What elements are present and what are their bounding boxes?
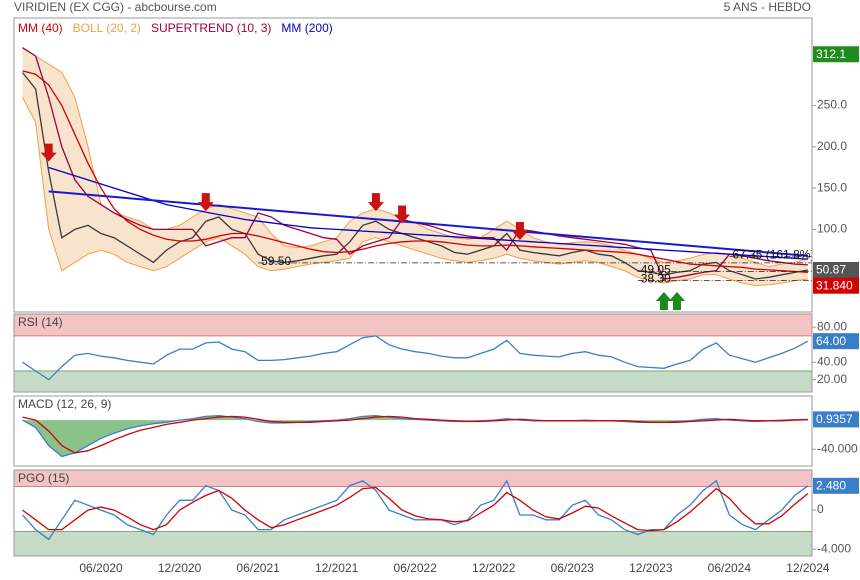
panel-frame bbox=[13, 395, 813, 467]
value-badge bbox=[813, 46, 859, 63]
value-badge bbox=[813, 277, 859, 294]
series-line bbox=[22, 415, 808, 458]
panel bbox=[22, 415, 808, 458]
x-tick-label: 06/2022 bbox=[394, 561, 438, 575]
panel-frame bbox=[13, 17, 813, 313]
x-tick-label: 06/2021 bbox=[236, 561, 280, 575]
level-label: 59.50 bbox=[261, 254, 291, 268]
value-badge bbox=[813, 411, 859, 428]
y-tick-label: 250.0 bbox=[817, 98, 847, 112]
x-tick-label: 12/2022 bbox=[472, 561, 516, 575]
y-tick-label: 40.00 bbox=[817, 354, 847, 368]
trend-line bbox=[48, 190, 808, 257]
oversold-zone bbox=[14, 370, 812, 392]
panel bbox=[14, 314, 812, 392]
oversold-zone bbox=[14, 531, 812, 556]
x-tick-label: 06/2023 bbox=[551, 561, 595, 575]
panel-title: PGO (15) bbox=[18, 471, 69, 485]
buy-arrow bbox=[655, 292, 672, 310]
overbought-zone bbox=[14, 314, 812, 337]
x-tick-label: 12/2023 bbox=[629, 561, 673, 575]
bollinger-band bbox=[22, 47, 808, 286]
panel bbox=[14, 470, 812, 556]
value-badge bbox=[813, 261, 859, 278]
x-tick-label: 12/2024 bbox=[786, 561, 830, 575]
period-label: 5 ANS - HEBDO bbox=[724, 0, 811, 14]
sell-arrow bbox=[197, 193, 214, 212]
y-tick-label: 0 bbox=[817, 502, 824, 516]
y-tick-label: 20.00 bbox=[817, 372, 847, 386]
y-tick-label: -40.000 bbox=[817, 441, 858, 455]
sell-arrow bbox=[511, 222, 528, 241]
value-badge-label: 50.87 bbox=[816, 263, 846, 277]
overbought-zone bbox=[14, 470, 812, 488]
series-line bbox=[22, 479, 809, 541]
x-tick-label: 12/2021 bbox=[315, 561, 359, 575]
legend-entry: SUPERTREND (10, 3) bbox=[151, 21, 271, 35]
bollinger-lower bbox=[22, 97, 808, 287]
legend-entry: MM (40) bbox=[18, 21, 63, 35]
series-line bbox=[22, 415, 808, 454]
y-tick-label: -4.000 bbox=[817, 541, 851, 555]
buy-arrow bbox=[669, 292, 685, 310]
series-line bbox=[22, 486, 809, 532]
sell-arrow bbox=[394, 205, 411, 224]
y-tick-label: 150.0 bbox=[817, 180, 847, 194]
panel-frame bbox=[13, 313, 813, 393]
panel-title: RSI (14) bbox=[18, 315, 63, 329]
value-badge-label: 31.840 bbox=[816, 278, 853, 292]
value-badge bbox=[813, 333, 859, 350]
value-badge-label: 312.1 bbox=[816, 47, 846, 61]
level-label: 49.05 bbox=[641, 263, 671, 277]
level-label: 38.30 bbox=[641, 272, 671, 286]
y-tick-label: 200.0 bbox=[817, 139, 847, 153]
panel-title: MACD (12, 26, 9) bbox=[18, 397, 111, 411]
panel-frame bbox=[13, 469, 813, 557]
series-line bbox=[22, 70, 808, 274]
value-badge-label: 2.480 bbox=[816, 479, 846, 493]
value-badge-label: 64.00 bbox=[816, 334, 846, 348]
x-tick-label: 06/2020 bbox=[79, 561, 123, 575]
sell-arrow bbox=[40, 143, 57, 162]
x-tick-label: 12/2020 bbox=[158, 561, 202, 575]
legend-entry: BOLL (20, 2) bbox=[73, 21, 141, 35]
series-line bbox=[22, 335, 809, 381]
x-tick-label: 06/2024 bbox=[708, 561, 752, 575]
series-line bbox=[48, 166, 808, 260]
y-tick-label: 100.0 bbox=[817, 222, 847, 236]
sell-arrow bbox=[367, 193, 384, 212]
value-badge-label: 0.9357 bbox=[816, 412, 853, 426]
level-label: 67.35 (161.8%) bbox=[732, 248, 814, 262]
value-badge bbox=[813, 477, 859, 494]
y-tick-label: 80.00 bbox=[817, 319, 847, 333]
legend-entry: MM (200) bbox=[281, 21, 332, 35]
chart-title: VIRIDIEN (EX CGG) - abcbourse.com bbox=[14, 0, 217, 14]
price-line bbox=[21, 72, 809, 280]
